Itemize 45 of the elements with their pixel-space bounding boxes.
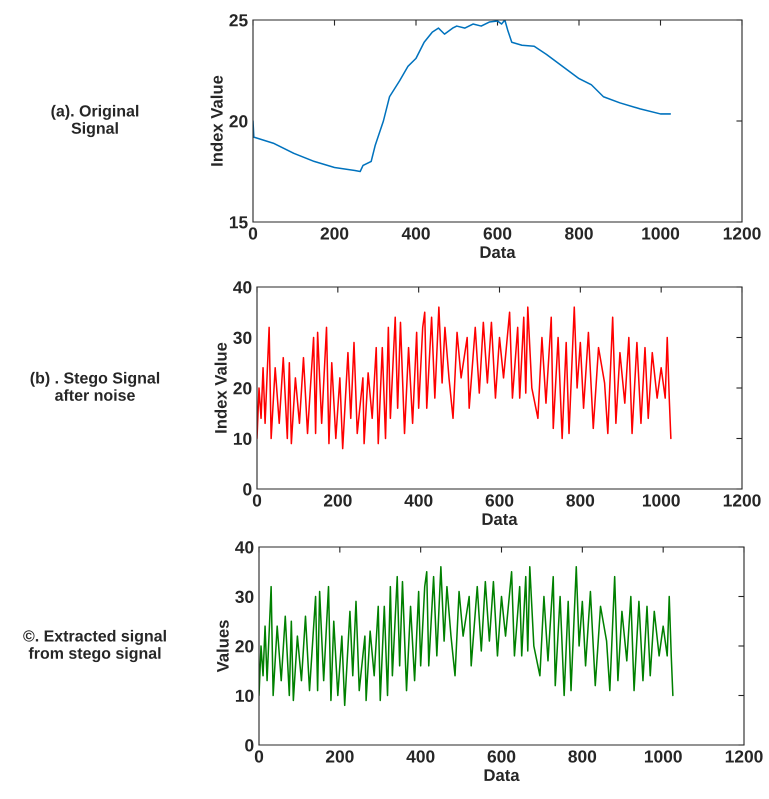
x-tick-label: 400 bbox=[402, 227, 430, 240]
x-tick-label: 1200 bbox=[724, 494, 761, 507]
x-tick-label: 400 bbox=[404, 494, 432, 507]
x-tick-label: 0 bbox=[252, 494, 262, 507]
x-tick-label: 800 bbox=[566, 494, 594, 507]
x-tick-label: 400 bbox=[406, 750, 434, 763]
text: (b) . Stego Signal after noise bbox=[30, 372, 160, 401]
y-tick-label: 20 bbox=[229, 115, 248, 128]
x-tick-label: 0 bbox=[254, 750, 264, 763]
x-axis-title: Data bbox=[484, 769, 520, 782]
x-tick-label: 1000 bbox=[642, 227, 680, 240]
x-tick-label: 1000 bbox=[644, 750, 682, 763]
x-tick-label: 1000 bbox=[642, 494, 680, 507]
x-axis-title: Data bbox=[480, 246, 516, 258]
y-tick-label: 30 bbox=[233, 332, 252, 344]
y-axis-title: Index Value bbox=[214, 342, 227, 433]
y-tick-label: 20 bbox=[235, 640, 254, 652]
x-tick-label: 600 bbox=[488, 750, 516, 763]
y-tick-label: 40 bbox=[235, 541, 254, 554]
line-series bbox=[253, 20, 672, 172]
y-tick-label: 30 bbox=[235, 590, 254, 603]
y-tick-label: 15 bbox=[230, 216, 248, 228]
y-tick-label: 0 bbox=[243, 483, 252, 496]
y-axis-title: Values bbox=[216, 620, 229, 672]
line-series bbox=[259, 566, 674, 706]
x-tick-label: 1200 bbox=[726, 750, 763, 763]
text: (a). Original Signal bbox=[51, 104, 138, 138]
x-tick-label: 200 bbox=[326, 750, 354, 763]
x-axis-title: Data bbox=[482, 513, 518, 526]
y-tick-label: 10 bbox=[234, 432, 252, 445]
x-tick-label: 200 bbox=[320, 227, 348, 240]
y-tick-label: 40 bbox=[233, 281, 252, 294]
y-tick-label: 10 bbox=[236, 690, 254, 702]
x-tick-label: 1200 bbox=[724, 227, 761, 240]
x-tick-label: 200 bbox=[324, 494, 352, 507]
x-tick-label: 600 bbox=[484, 227, 512, 240]
x-tick-label: 600 bbox=[486, 494, 514, 507]
y-tick-label: 20 bbox=[233, 382, 252, 394]
y-tick-label: 0 bbox=[245, 739, 254, 752]
y-axis-title: Index Value bbox=[210, 76, 223, 166]
x-tick-label: 800 bbox=[568, 750, 596, 763]
line-series bbox=[257, 306, 672, 450]
text: ©. Extracted signal from stego signal bbox=[23, 630, 166, 662]
y-tick-label: 25 bbox=[229, 14, 248, 26]
x-tick-label: 800 bbox=[565, 227, 593, 240]
